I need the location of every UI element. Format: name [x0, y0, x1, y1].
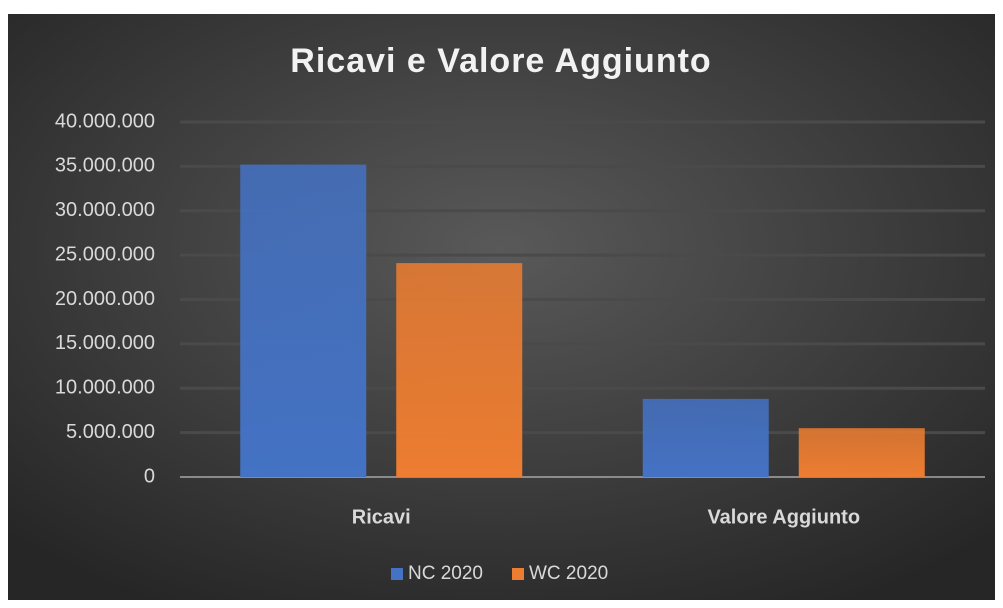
bar	[240, 164, 367, 477]
y-tick-label: 40.000.000	[55, 110, 155, 132]
y-tick-label: 25.000.000	[55, 243, 155, 265]
y-tick-label: 5.000.000	[66, 421, 155, 443]
y-tick-label: 30.000.000	[55, 199, 155, 221]
y-tick-label: 10.000.000	[55, 377, 155, 399]
y-tick-label: 20.000.000	[55, 288, 155, 310]
legend-swatch	[512, 568, 524, 580]
x-tick-label: Valore Aggiunto	[707, 506, 860, 528]
x-tick-label: Ricavi	[352, 506, 411, 528]
y-tick-label: 35.000.000	[55, 155, 155, 177]
bar	[642, 398, 769, 477]
legend-label: NC 2020	[408, 563, 483, 584]
bar	[396, 263, 523, 477]
legend-swatch	[391, 568, 403, 580]
y-tick-label: 15.000.000	[55, 332, 155, 354]
bar	[798, 428, 925, 477]
chart-title: Ricavi e Valore Aggiunto	[290, 42, 711, 80]
y-tick-label: 0	[144, 465, 155, 487]
legend-label: WC 2020	[529, 563, 608, 584]
